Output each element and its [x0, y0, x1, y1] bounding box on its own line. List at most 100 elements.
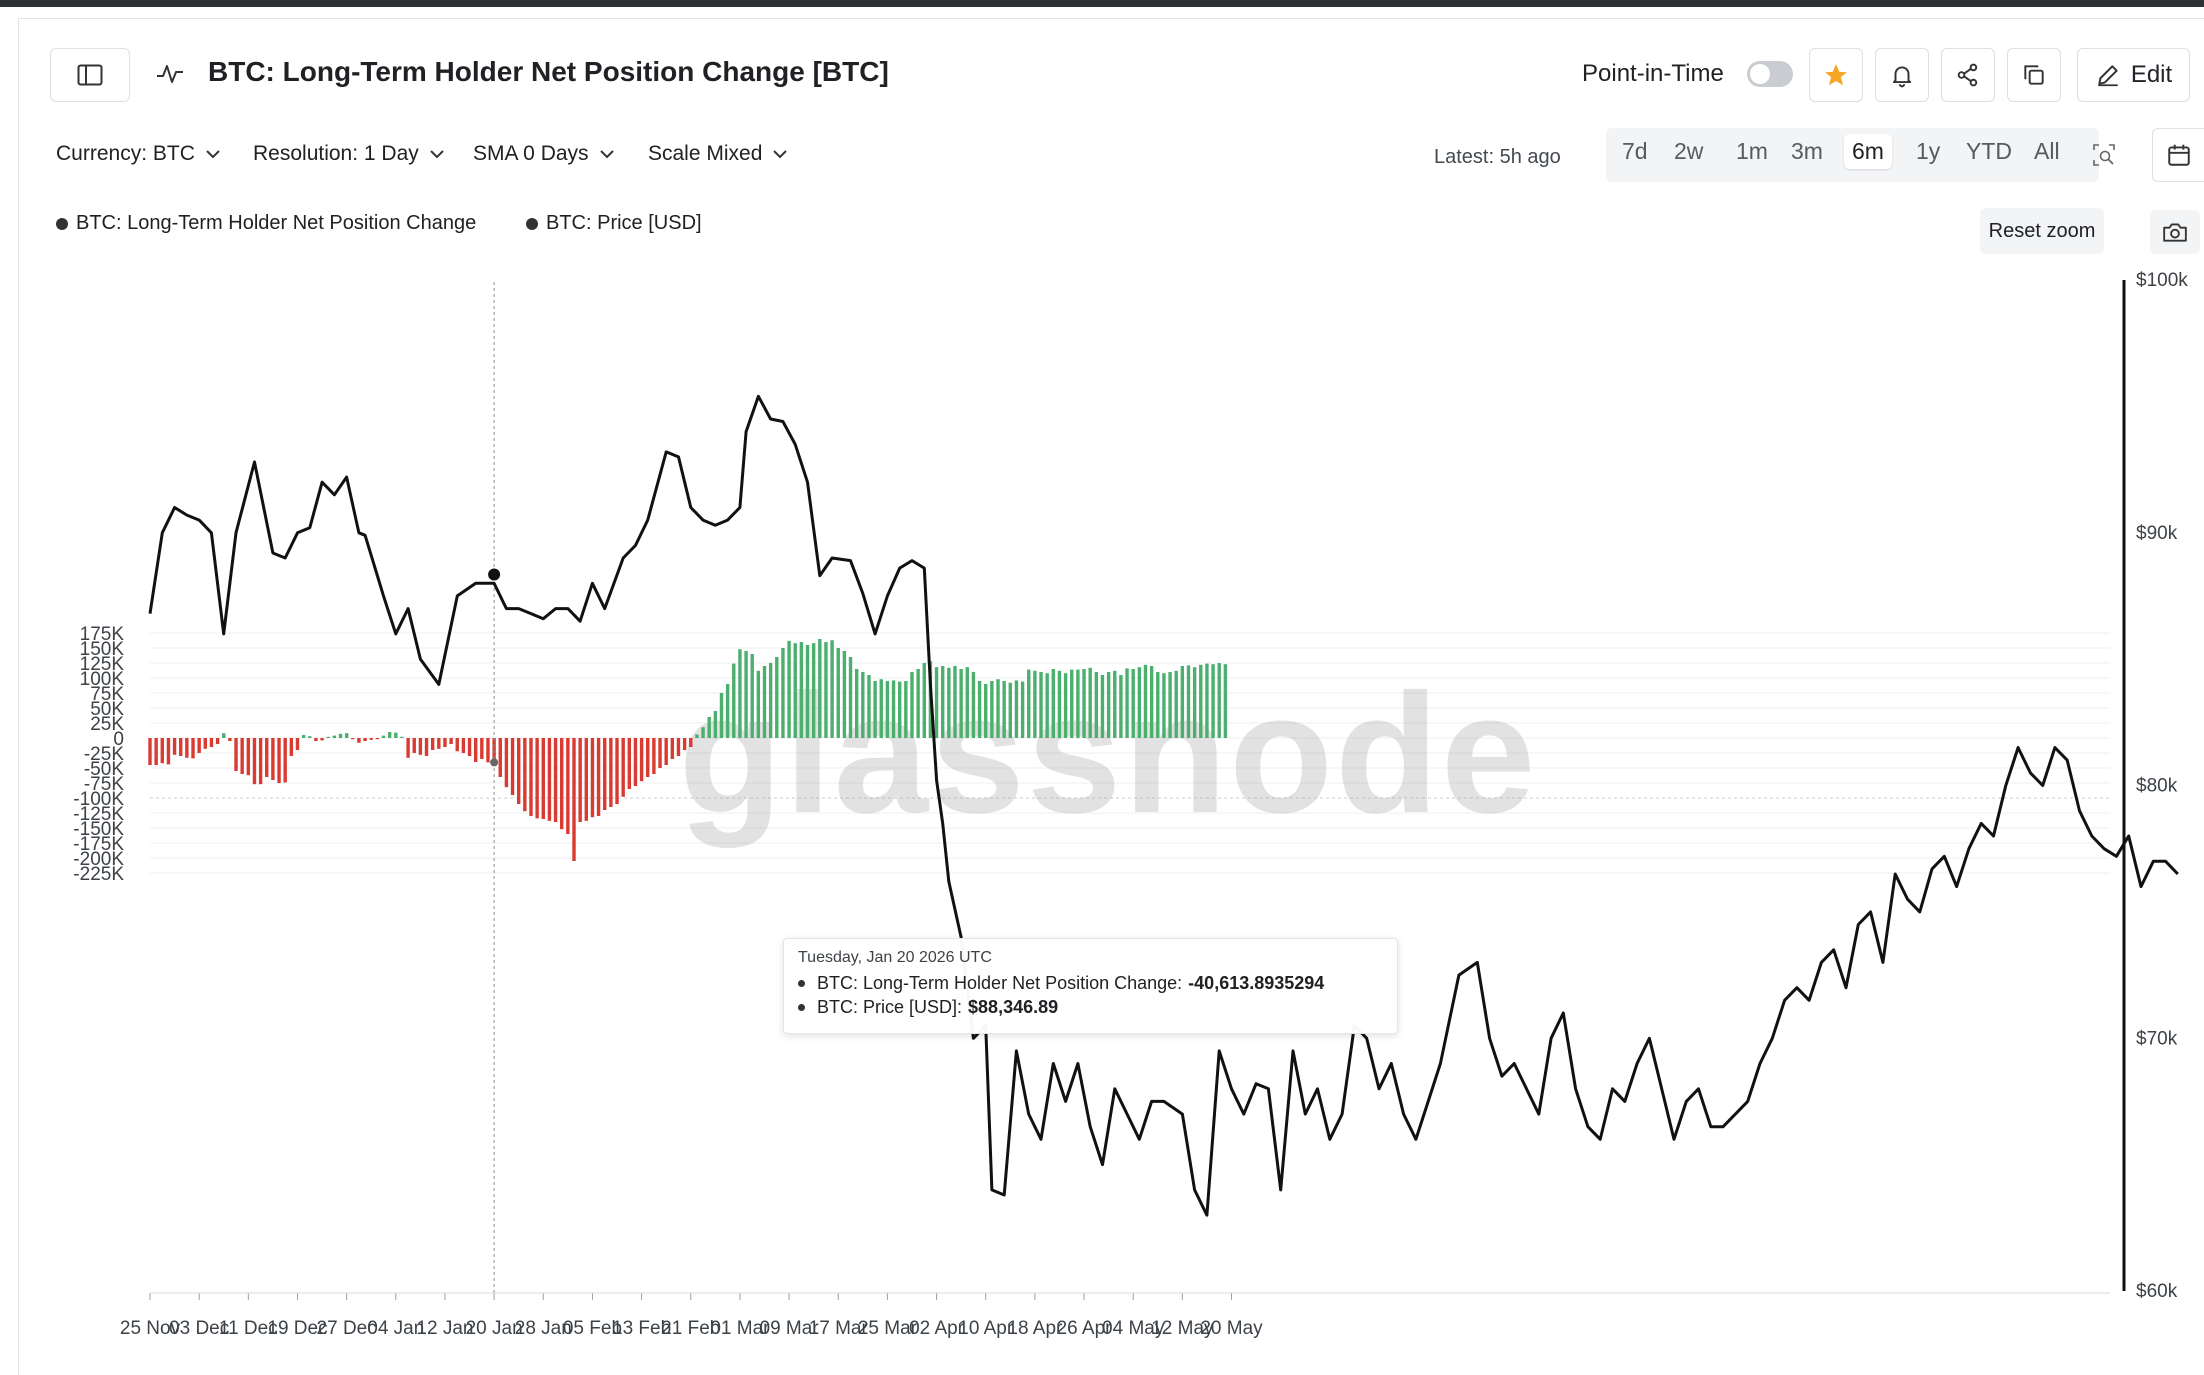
bar [424, 738, 429, 756]
bar [897, 681, 902, 738]
duplicate-button[interactable] [2007, 48, 2061, 102]
bar [787, 640, 791, 738]
bar [1014, 680, 1019, 738]
alert-button[interactable] [1875, 48, 1929, 102]
bar [1186, 665, 1191, 738]
bar [547, 738, 552, 821]
bar [818, 639, 822, 738]
bar [1168, 672, 1172, 738]
legend-item-price[interactable]: BTC: Price [USD] [526, 212, 702, 235]
bar [584, 738, 588, 821]
bar [1033, 670, 1037, 738]
bar [695, 734, 699, 738]
point-in-time-toggle[interactable] [1747, 61, 1793, 87]
price-line [148, 394, 2179, 1217]
scale-select[interactable]: Scale Mixed [648, 142, 788, 166]
bar [160, 738, 164, 764]
range-1m[interactable]: 1m [1736, 138, 1768, 164]
bar [1131, 669, 1135, 738]
currency-value: Currency: BTC [56, 142, 195, 165]
tooltip-label: BTC: Price [USD]: [817, 997, 963, 1017]
edit-button[interactable]: Edit [2077, 48, 2190, 102]
range-3m[interactable]: 3m [1791, 138, 1823, 164]
y-tick-label-left: -100K [73, 789, 124, 810]
legend-item-net-position[interactable]: BTC: Long-Term Holder Net Position Chang… [56, 212, 476, 235]
bar [689, 738, 693, 747]
legend-label: BTC: Long-Term Holder Net Position Chang… [76, 212, 477, 234]
bar [295, 738, 300, 750]
range-all[interactable]: All [2034, 138, 2060, 164]
y-tick-label-right: $100k [2136, 270, 2188, 291]
bar [387, 732, 392, 738]
x-tick-label: 02 Apr [909, 1318, 965, 1339]
latest-update: Latest: 5h ago [1434, 146, 1561, 168]
range-7d[interactable]: 7d [1622, 138, 1648, 164]
resolution-value: Resolution: 1 Day [253, 142, 419, 165]
bar [664, 738, 668, 765]
bar [473, 738, 478, 762]
sma-select[interactable]: SMA 0 Days [473, 142, 615, 166]
bar [498, 738, 502, 777]
y-tick-label-left: 125K [80, 654, 125, 675]
range-6m[interactable]: 6m [1844, 134, 1892, 169]
bar [517, 738, 521, 804]
bar [676, 738, 681, 756]
favorite-button[interactable] [1809, 48, 1863, 102]
calendar-icon [2167, 144, 2190, 166]
bar [904, 681, 908, 738]
bar [1125, 668, 1129, 738]
reset-zoom-button[interactable]: Reset zoom [1980, 208, 2104, 254]
legend-dot [56, 217, 68, 230]
y-tick-label-left: -225K [73, 864, 124, 885]
zoom-select-icon[interactable] [2092, 143, 2116, 167]
bar [394, 732, 398, 738]
bar [400, 736, 404, 738]
y-tick-label-left: 75K [90, 684, 124, 705]
bar [756, 670, 761, 738]
bar [1137, 667, 1142, 738]
bar [234, 738, 238, 771]
bar [277, 738, 281, 783]
currency-select[interactable]: Currency: BTC [56, 142, 221, 166]
x-tick-label: 19 Dec [267, 1318, 327, 1339]
bar [811, 643, 816, 738]
tooltip-label: BTC: Long-Term Holder Net Position Chang… [817, 973, 1183, 993]
y-tick-label-right: $80k [2136, 776, 2178, 797]
camera-icon [2163, 223, 2187, 242]
bar [1020, 681, 1025, 738]
bar [854, 669, 859, 738]
range-ytd[interactable]: YTD [1966, 138, 2012, 164]
x-tick-label: 10 Apr [958, 1318, 1014, 1339]
screenshot-button[interactable] [2150, 210, 2200, 254]
tooltip-date: Tuesday, Jan 20 2026 UTC [798, 949, 992, 966]
chevron-down-icon [773, 150, 788, 159]
bar [209, 738, 214, 747]
bar [1143, 664, 1148, 738]
bar [461, 738, 466, 753]
range-1y[interactable]: 1y [1916, 138, 1941, 164]
bar [467, 738, 472, 756]
tooltip-dot [798, 1004, 805, 1011]
chevron-down-icon [206, 150, 220, 159]
chevron-down-icon [599, 150, 614, 159]
edit-label: Edit [2130, 61, 2173, 88]
bar [1008, 682, 1012, 738]
y-tick-label-left: -125K [73, 804, 124, 825]
bar [1063, 673, 1068, 738]
bar [885, 681, 890, 738]
sidebar-toggle-button[interactable] [50, 48, 130, 102]
y-tick-label-left: -75K [84, 774, 124, 795]
resolution-select[interactable]: Resolution: 1 Day [253, 142, 445, 166]
bar [535, 738, 539, 819]
y-tick-label-left: 100K [80, 669, 125, 690]
toggle-knob [1750, 64, 1770, 84]
range-2w[interactable]: 2w [1674, 138, 1704, 164]
date-picker-button[interactable] [2152, 128, 2204, 182]
bar [971, 672, 976, 738]
y-tick-label-right: $60k [2136, 1281, 2178, 1302]
x-tick-label: 17 Mar [809, 1318, 869, 1339]
share-button[interactable] [1941, 48, 1995, 102]
bar [197, 738, 201, 753]
